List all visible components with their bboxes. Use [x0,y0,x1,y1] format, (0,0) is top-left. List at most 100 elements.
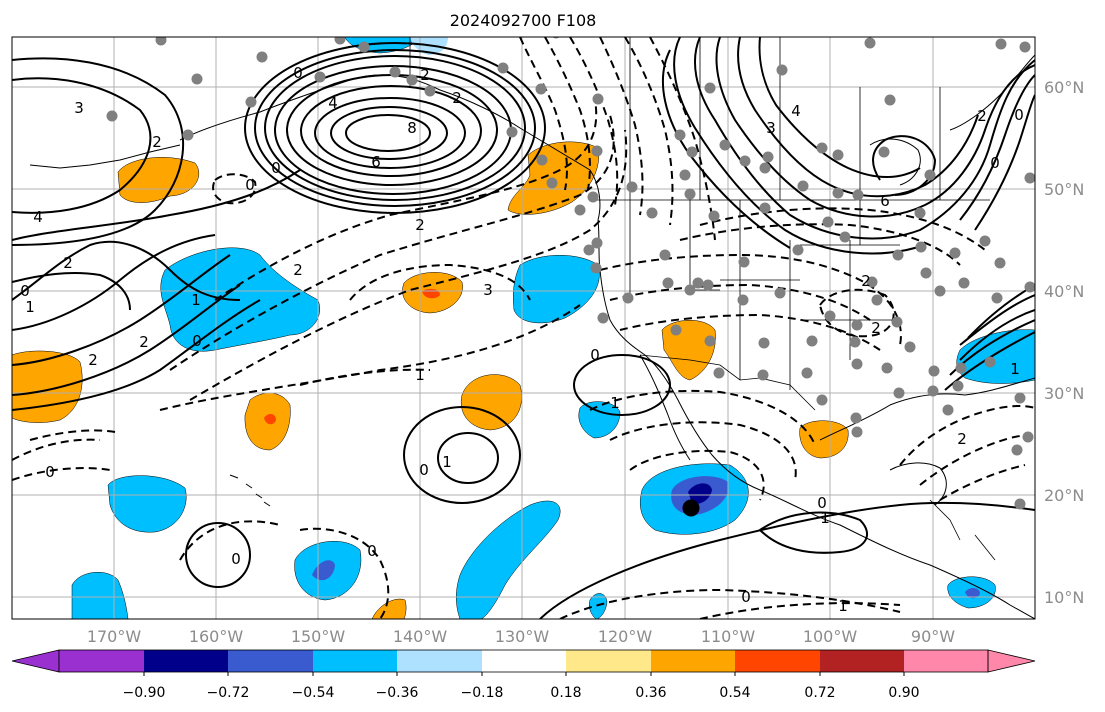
lon-label: 90°W [911,627,955,646]
contour-label: 0 [1014,106,1024,124]
lat-label: 60°N [1044,78,1084,97]
anomaly-blue-small-south [589,593,608,619]
dash-gulf-3 [939,464,1026,501]
dash-mex-2 [609,421,797,481]
contour-label: 8 [407,119,417,137]
anomaly-darkblue-central-america [965,588,980,599]
coastline-aleutians [29,144,181,169]
contour-hi-pacific-0 [403,406,521,504]
lon-label: 160°W [189,627,244,646]
dash-mid-1 [214,99,598,301]
dash-alaska-4 [599,37,644,216]
contour-label: 6 [371,153,381,171]
dash-sw-1 [12,438,101,461]
contour-w-3 [12,169,301,241]
coastline-gulf [819,377,1035,441]
contour-w-7 [12,284,241,396]
colorbar-tick-label: 0.36 [635,685,666,701]
contour-w-9 [12,271,131,311]
station-markers [106,37,1035,510]
contour-se-1 [959,309,1035,361]
anomaly-blue-w-central-pacific [160,247,320,352]
contour-label: 3 [766,119,776,137]
contour-low-6 [314,97,466,169]
contour-label: 0 [990,154,1000,172]
border-states [629,200,900,390]
contour-label: 1 [820,509,830,527]
lon-label: 170°W [87,627,142,646]
colorbar-tick-label: 0.90 [888,685,919,701]
contour-low-7 [330,106,448,160]
contour-label: 1 [1010,360,1020,378]
lon-label: 150°W [291,627,346,646]
colorbar-tick-label: −0.54 [292,685,335,701]
contour-label: 0 [741,588,751,606]
contour-hi-pacific-1 [437,432,499,484]
contour-e-4 [758,37,921,178]
contour-w-4 [12,240,241,301]
colorbar-tick-label: 0.18 [550,685,581,701]
colorbar-tick-label: −0.90 [123,685,166,701]
contour-e-5 [673,37,926,255]
contour-label: 2 [152,133,162,151]
dash-s-2 [179,520,281,561]
anomaly-orange-mexico-east [799,420,849,459]
contour-label: 2 [957,430,967,448]
dash-mid-6 [299,368,431,386]
contour-w-6 [12,254,231,366]
dash-us-3 [619,313,881,351]
colorbar-tick-label: 0.54 [719,685,750,701]
lat-label: 50°N [1044,180,1084,199]
contour-low-2 [264,55,526,201]
contour-hi-south [185,522,251,588]
dash-us-1 [599,253,902,346]
contour-label: 0 [367,542,377,560]
storm-center-marker [682,499,700,517]
contour-label: 4 [328,94,338,112]
border-central-america [929,499,996,561]
contour-low-5 [300,85,482,177]
contour-e-2 [715,37,1035,218]
borders [409,37,996,561]
anomaly-navy-mexico [688,483,712,504]
dash-alaska-3 [569,37,619,206]
colorbar-seg-11 [904,650,988,672]
lon-label: 130°W [495,627,550,646]
contour-label: 2 [861,272,871,290]
contour-low-1 [254,49,536,207]
lat-label: 40°N [1044,282,1084,301]
colorbar-seg-1 [59,650,144,672]
dash-mex-3 [589,389,816,446]
colorbar-frame [58,649,989,673]
coastline-baja [639,354,691,461]
coastline-yucatan [889,462,947,506]
contour-label: 0 [192,332,202,350]
contour-label: 0 [245,176,255,194]
latitude-labels: 60°N 50°N 40°N 30°N 20°N 10°N [1044,78,1084,607]
map-frame [11,36,1036,620]
colorbar-seg-3 [228,650,313,672]
anomaly-orange-far-west [12,350,83,423]
contour-w-2 [12,57,185,246]
lon-label: 110°W [701,627,756,646]
dash-mex-1 [629,449,765,501]
contour-label: 2 [420,66,430,84]
dash-mid-5 [349,263,531,301]
dash-s-1 [299,527,390,619]
lat-label: 20°N [1044,486,1084,505]
colorbar-arrow-right [987,649,1036,673]
dash-s-4 [699,602,901,619]
contour-label: 3 [483,281,493,299]
contour-hi-baja [573,354,671,416]
colorbar-seg-9 [735,650,820,672]
dash-us-4 [679,223,961,266]
contour-w-1 [12,77,152,214]
map-panel: 8 6 4 2 0 0 2 3 2 2 1 1 0 0 4 2 2 2 2 3 [11,36,1036,620]
anomaly-blue-hawaii-west [107,475,187,533]
dash-s-3 [559,588,901,619]
colorbar-seg-7 [566,650,651,672]
colorbar: −0.90 −0.72 −0.54 −0.36 −0.18 0.18 0.36 … [11,649,1036,701]
colorbar-tick-label: −0.18 [461,685,504,701]
contour-low-8 [345,114,431,152]
contour-label: 1 [442,453,452,471]
